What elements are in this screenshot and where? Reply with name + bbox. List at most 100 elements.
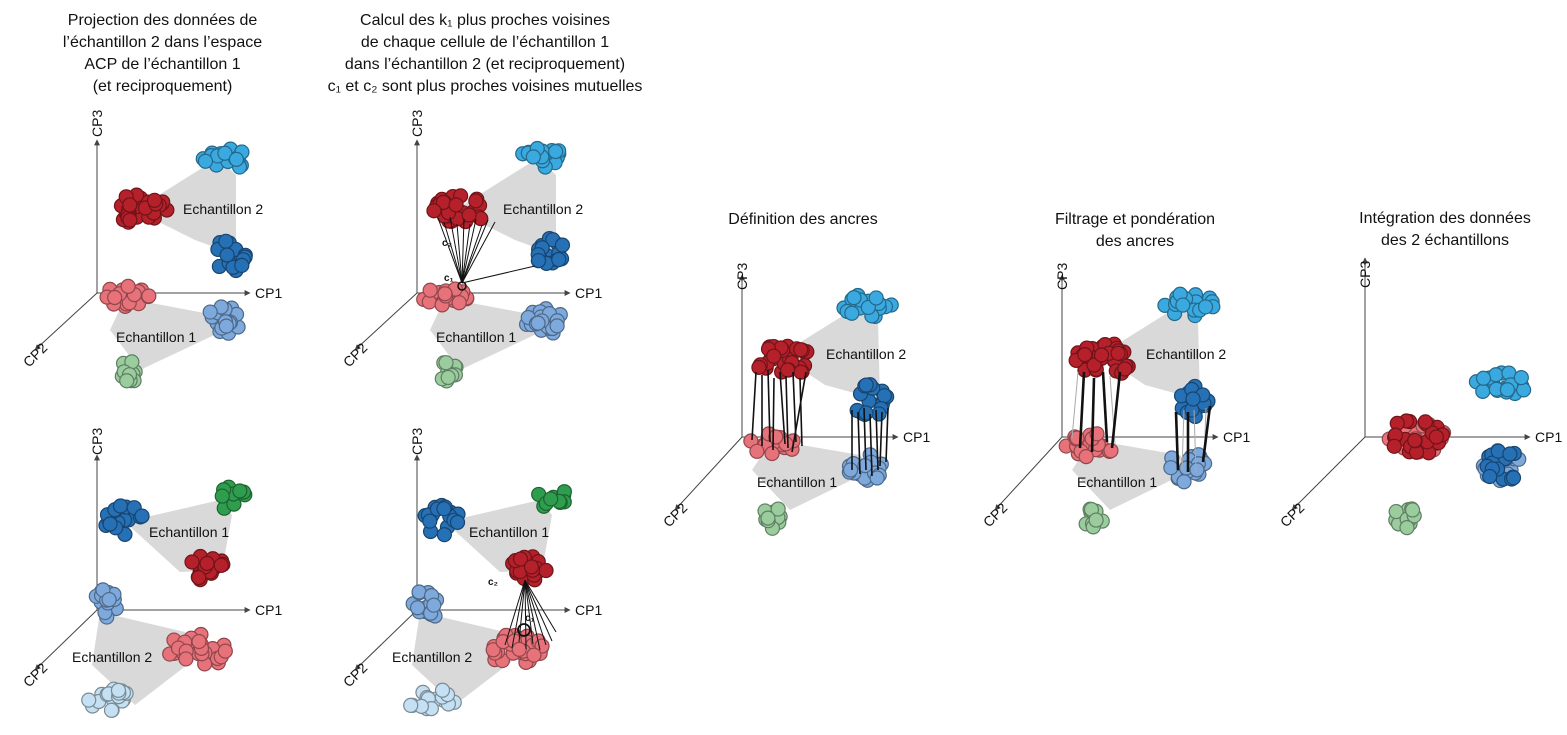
cell-dot: [1077, 347, 1093, 363]
cluster-dark-red: [1386, 413, 1451, 461]
knn-link: [524, 579, 557, 633]
cell-dot: [422, 282, 438, 298]
cell-dot: [538, 562, 554, 579]
cell-dot: [1103, 443, 1119, 459]
cluster-light-red: [1058, 426, 1119, 465]
title-filter-line: des ancres: [1095, 233, 1175, 250]
cell-dot: [141, 288, 157, 304]
cell-dot: [1488, 367, 1504, 383]
axis-label-cp3: CP3: [1054, 263, 1070, 290]
axes-3d: CP1 CP3 CP2: [340, 428, 603, 691]
cell-dot: [871, 406, 887, 422]
cell-dot: [551, 251, 567, 268]
panel-projection-top: CP1 CP3 CP2 Echantillon 2 Echantillon 1: [20, 110, 282, 389]
cell-dot: [214, 488, 230, 504]
cell-dot: [1475, 370, 1492, 386]
title-projection-line: l’échantillon 2 dans l’espace: [62, 34, 263, 51]
panel-integration: CP1 CP3 CP2: [1277, 257, 1562, 536]
anchor-link: [751, 371, 757, 441]
cell-dot: [438, 355, 454, 371]
anchor-link: [857, 411, 861, 475]
anchor-link: [772, 377, 775, 451]
cluster-light-blue: [518, 301, 568, 341]
cell-dot: [437, 286, 453, 302]
cell-dot: [1428, 429, 1444, 445]
cell-dot: [440, 369, 456, 386]
axis-cp2: [34, 609, 98, 671]
cell-dot: [1475, 383, 1491, 400]
label-sample2: Echantillon 2: [72, 649, 152, 665]
cluster-dark-blue: [1479, 443, 1522, 487]
cell-dot: [119, 373, 135, 389]
label-sample2: Echantillon 2: [503, 201, 583, 217]
cluster-light-green: [434, 355, 464, 389]
cluster-cyan: [836, 287, 899, 324]
anchor-link: [1071, 371, 1079, 439]
knn-link: [524, 579, 541, 651]
anchor-link: [1110, 371, 1122, 449]
cell-dot: [217, 145, 233, 161]
title-anchors-line: Définition des ancres: [728, 211, 878, 228]
cell-dot: [120, 278, 136, 294]
title-projection-line: ACP de l’échantillon 1: [84, 56, 241, 73]
cell-dot: [1482, 468, 1498, 485]
cell-dot: [102, 516, 118, 532]
axis-label-cp1: CP1: [1535, 429, 1562, 445]
cluster-dark-red: [751, 338, 815, 380]
axis-label-cp2: CP2: [20, 659, 51, 690]
cell-dot: [122, 212, 138, 228]
cluster-light-red: [485, 627, 550, 670]
title-filter: Filtrage et pondération des ancres: [1025, 209, 1245, 253]
label-sample1: Echantillon 1: [469, 524, 549, 540]
cell-dot: [448, 197, 464, 213]
knn-link: [461, 219, 489, 284]
title-integration-line: Intégration des données: [1359, 210, 1531, 227]
cell-dot: [1086, 357, 1102, 373]
cell-dot: [858, 405, 874, 421]
knn-link: [461, 223, 471, 284]
cluster-dark-blue: [98, 498, 150, 542]
cell-dot: [1176, 474, 1192, 490]
cluster-light-red: [162, 626, 233, 672]
anchor-link: [875, 409, 879, 471]
cell-dot: [511, 641, 527, 657]
cluster-pale-blue: [403, 682, 462, 717]
axis-label-cp1: CP1: [903, 429, 930, 445]
cell-dot: [219, 247, 235, 263]
knn-link: [504, 579, 526, 646]
cell-dot: [449, 514, 466, 530]
label-sample1: Echantillon 1: [757, 474, 837, 490]
cell-dot: [1093, 347, 1110, 363]
cell-dot: [122, 197, 138, 213]
knn-link: [524, 579, 553, 642]
title-projection-line: (et reciproquement): [92, 78, 233, 95]
cell-dot: [1197, 299, 1214, 315]
cell-dot: [103, 702, 120, 718]
cell-dot: [451, 295, 467, 311]
cell-dot: [1088, 512, 1104, 528]
anchor-links-strong: [1078, 371, 1212, 472]
axis-label-cp1: CP1: [575, 285, 602, 301]
cell-dot: [868, 290, 884, 306]
cell-dot: [232, 483, 248, 499]
cell-dot: [426, 203, 442, 219]
cell-dot: [218, 318, 234, 334]
axis-cp2: [674, 436, 743, 511]
knn-link: [524, 579, 534, 645]
cell-dot: [234, 257, 250, 274]
anchor-link: [1193, 409, 1197, 473]
cell-dot: [197, 153, 214, 169]
cluster-green: [531, 484, 572, 514]
cluster-dark-blue: [849, 377, 895, 422]
region-sample1: [1072, 440, 1192, 510]
axis-label-cp2: CP2: [20, 339, 51, 370]
cluster-cyan: [1157, 286, 1221, 324]
axis-label-cp1: CP1: [255, 285, 282, 301]
cell-dot: [485, 642, 501, 658]
cluster-dark-blue: [210, 233, 253, 279]
cluster-dark-red: [426, 188, 489, 230]
cell-dot: [1417, 414, 1433, 430]
title-anchors: Définition des ancres: [693, 209, 913, 231]
title-integration-line: des 2 échantillons: [1380, 232, 1510, 249]
label-sample1: Echantillon 1: [116, 329, 196, 345]
